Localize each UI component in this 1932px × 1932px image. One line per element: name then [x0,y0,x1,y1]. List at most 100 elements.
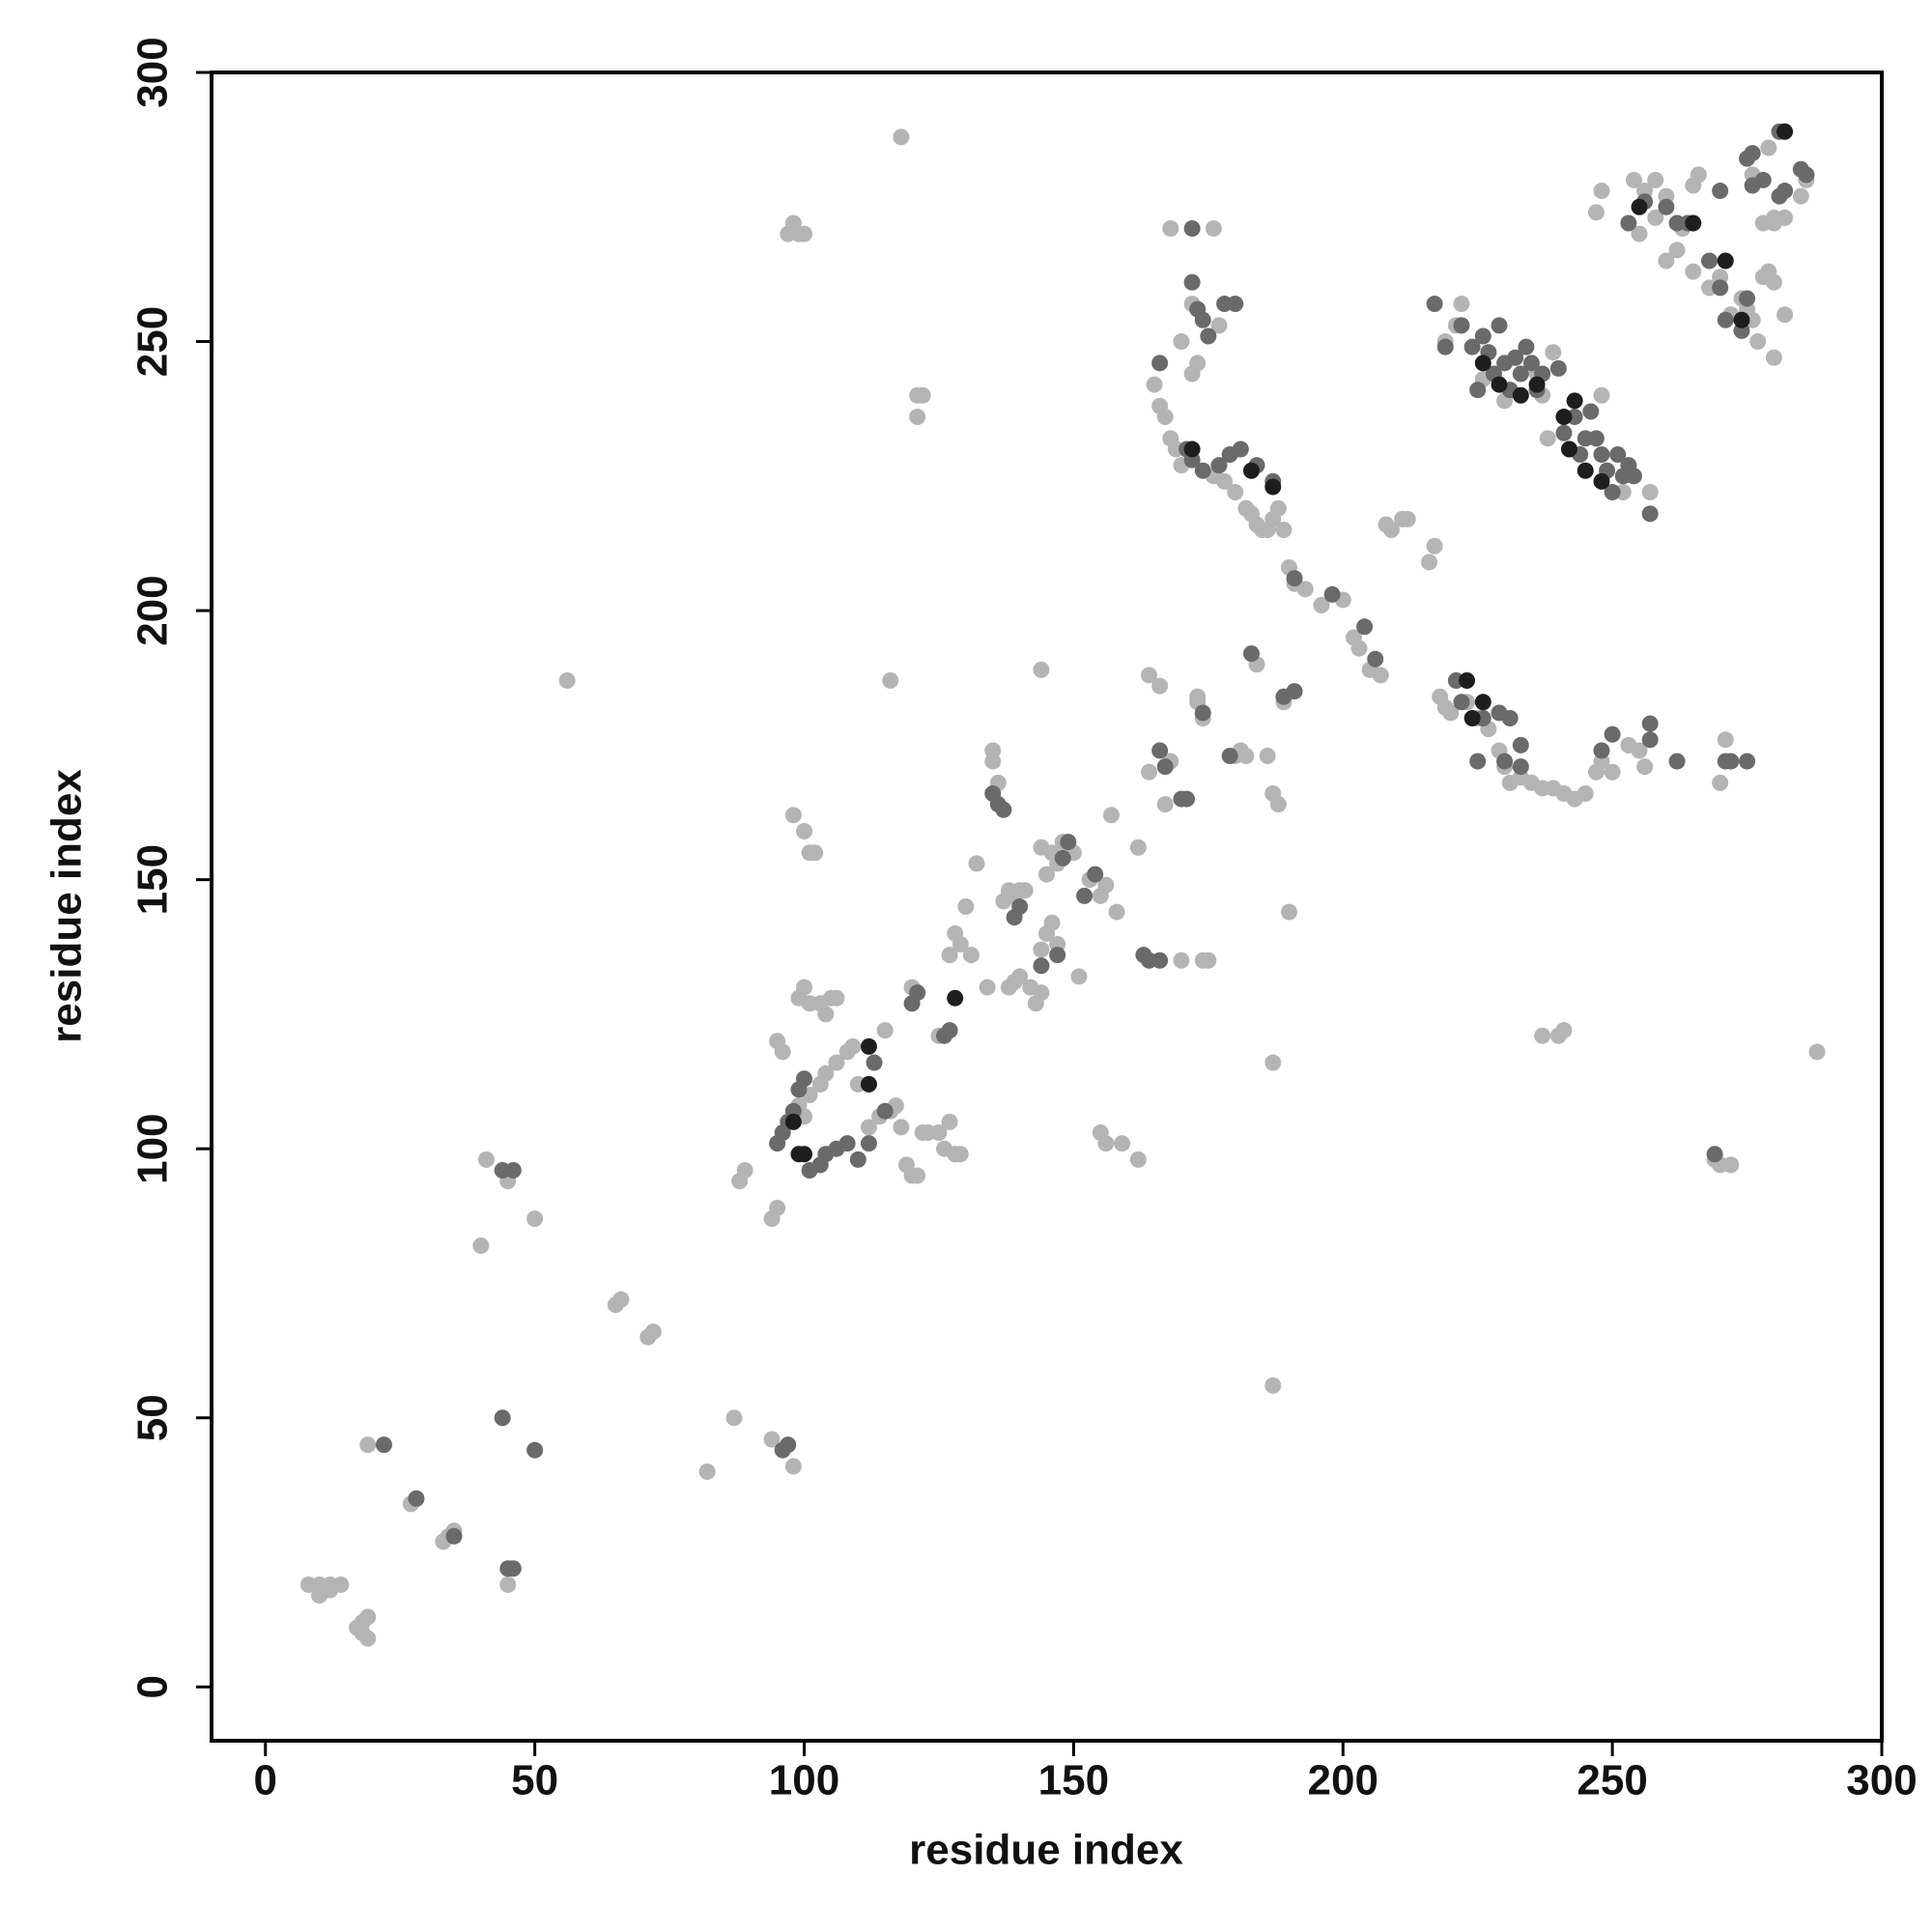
point [1011,968,1029,985]
point [817,1006,835,1023]
point [1776,306,1794,324]
point [1453,694,1470,711]
point [780,1436,797,1454]
point [499,1576,517,1593]
point [1620,214,1637,232]
point [1512,365,1529,383]
point [1049,947,1066,964]
point [1587,430,1605,447]
point [1491,376,1508,393]
point [1474,355,1492,372]
point [1765,214,1782,232]
point [1356,618,1374,636]
point [1577,785,1594,803]
point [445,1527,463,1545]
point [359,1608,377,1626]
point [796,1070,813,1088]
point [736,1161,753,1179]
point [941,1113,958,1130]
point [1776,123,1794,140]
point [1183,220,1201,238]
point [1436,338,1454,355]
point [1739,753,1756,770]
point [1033,941,1050,958]
point [1350,639,1368,657]
point [1604,763,1621,781]
point [612,1291,630,1308]
point [962,947,980,964]
point [1033,984,1050,1002]
point [1712,279,1729,297]
point [1286,570,1303,587]
point [984,742,1002,759]
point [1469,753,1487,770]
point [1555,1022,1573,1039]
point [909,984,926,1002]
y-tick-label: 100 [129,1113,177,1183]
point [1043,914,1061,931]
point [1242,645,1260,663]
point [1200,327,1217,345]
point [1033,661,1050,678]
point [930,1123,948,1141]
point [1765,273,1782,291]
point [1522,355,1540,372]
point [1426,537,1443,554]
point [784,1458,802,1475]
point [1102,807,1120,824]
point [1577,462,1594,479]
x-tick-label: 150 [1038,1757,1109,1804]
point [1798,166,1815,184]
x-axis-label: residue index [909,1827,1183,1874]
point [1275,522,1293,539]
point [1685,263,1702,280]
point [1717,252,1734,270]
y-axis-label: residue index [43,769,91,1043]
point [725,1409,743,1427]
point [1097,876,1115,894]
point [1200,952,1217,969]
point [784,1113,802,1130]
point [1108,903,1125,921]
point [1631,742,1648,759]
point [644,1323,662,1341]
point [860,1037,877,1055]
point [882,672,899,690]
point [359,1436,377,1454]
point [1183,440,1201,458]
point [1593,386,1610,404]
point [1280,903,1297,921]
point [1140,667,1157,684]
point [763,1431,781,1448]
point [1367,650,1384,668]
point [790,1146,808,1163]
point [1097,1135,1115,1152]
point [1016,882,1034,899]
y-tick-label: 0 [129,1675,177,1698]
point [1636,758,1654,776]
point [1151,677,1169,695]
point [1210,457,1228,474]
point [1194,311,1211,328]
point [558,672,576,690]
point [1076,887,1094,904]
point [796,823,813,840]
point [860,1135,877,1152]
point [1609,446,1627,464]
point [1792,187,1809,205]
point [1453,296,1470,313]
point [1469,382,1487,399]
point [1604,725,1621,743]
y-tick-label: 300 [129,37,177,107]
point [472,1236,490,1254]
point [1539,430,1556,447]
point [1641,484,1659,501]
point [1156,758,1174,776]
point [1296,581,1314,598]
point [1221,748,1238,765]
point [947,989,964,1007]
point [1426,296,1443,313]
point [1744,145,1761,162]
point [1227,296,1244,313]
